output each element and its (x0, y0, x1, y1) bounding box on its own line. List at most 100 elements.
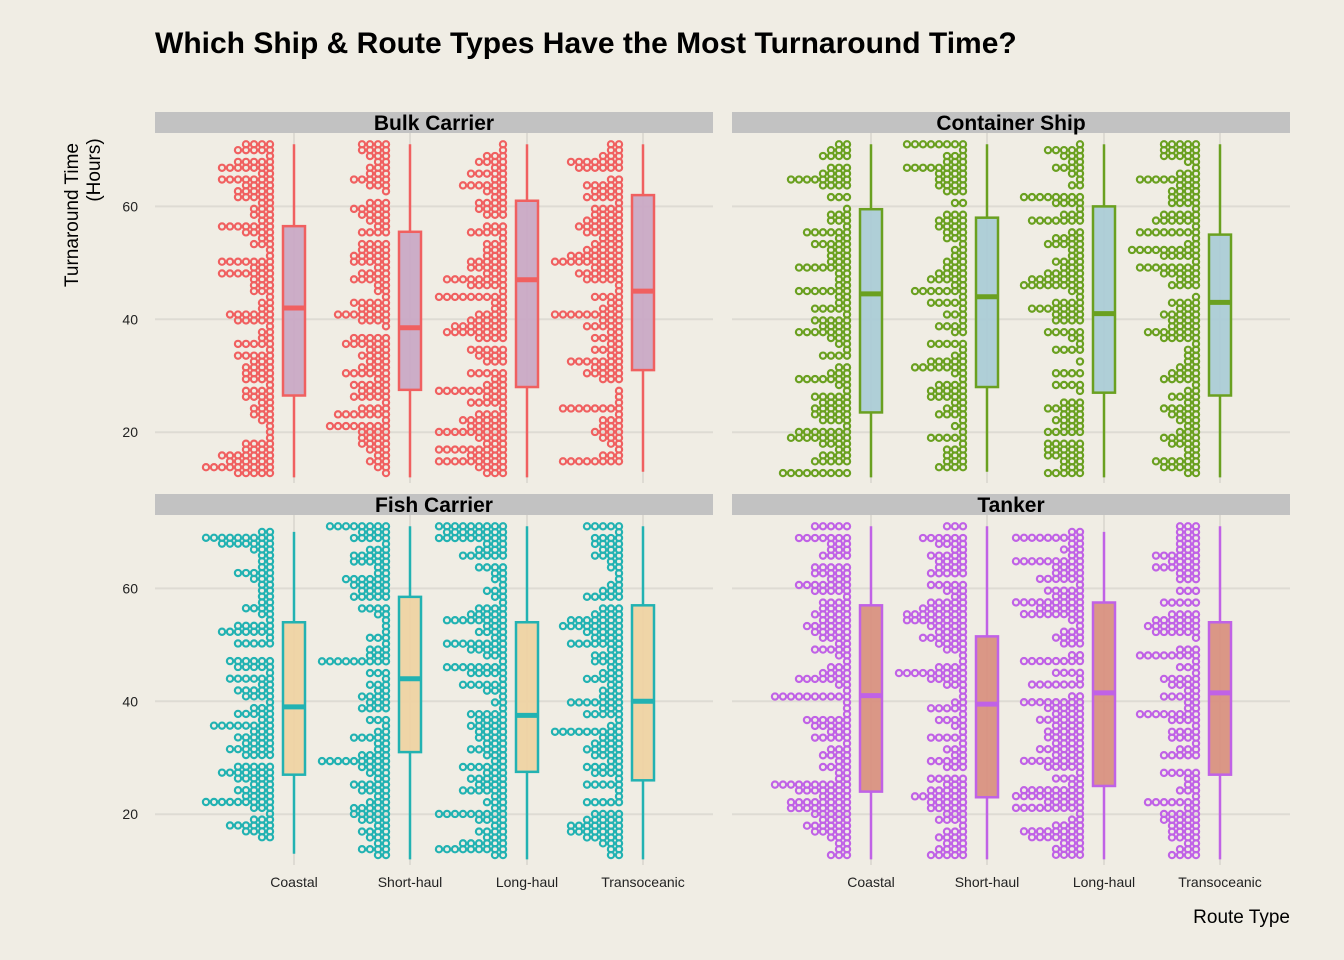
dot (434, 445, 444, 454)
x-tick-label: Coastal (270, 874, 317, 890)
dot (257, 627, 267, 636)
dot (434, 427, 444, 437)
dot (582, 592, 592, 601)
dot (241, 192, 251, 202)
dot (574, 163, 584, 172)
dot (1067, 615, 1077, 625)
dot (249, 410, 259, 419)
dot (942, 322, 952, 331)
dot (466, 774, 476, 783)
dot (926, 286, 936, 296)
dot (233, 145, 243, 155)
dot (458, 275, 468, 284)
facet-panels: Bulk Carrier 20 40 60 Container Ship Fish Car… (122, 112, 1290, 890)
dot (902, 668, 912, 678)
dot (574, 457, 584, 466)
dot (1143, 228, 1153, 237)
dot (225, 257, 235, 266)
dot (1159, 598, 1169, 607)
dot (490, 698, 500, 707)
dot (818, 327, 828, 337)
dot (778, 780, 788, 789)
dot (786, 803, 796, 813)
dot (1051, 574, 1061, 584)
dot (474, 263, 484, 272)
dot (590, 345, 600, 354)
dot (934, 322, 944, 331)
dot (233, 192, 243, 202)
dot (794, 580, 804, 590)
dot (566, 457, 576, 466)
dot (442, 386, 452, 396)
dot (241, 257, 251, 266)
dot (474, 668, 484, 678)
dot (934, 715, 944, 725)
dot (582, 745, 592, 754)
dot (442, 533, 452, 543)
dot (1067, 680, 1077, 689)
dot (241, 468, 251, 478)
dot (818, 151, 828, 161)
dot (1043, 574, 1053, 584)
dot (325, 657, 335, 666)
dot (574, 698, 584, 707)
dot (474, 181, 484, 190)
dot (233, 468, 243, 478)
dot (349, 175, 359, 184)
dot (381, 704, 391, 713)
dot (341, 574, 351, 584)
dot (950, 339, 960, 349)
dot (950, 850, 960, 860)
dot (934, 569, 944, 578)
dot (1167, 392, 1177, 401)
dot (466, 721, 476, 731)
dot (434, 292, 444, 302)
dot (225, 721, 235, 730)
dot (810, 522, 820, 531)
dot (598, 333, 608, 343)
dot (1059, 380, 1069, 390)
dot (1167, 563, 1177, 572)
dot (818, 721, 828, 731)
dot (357, 762, 367, 772)
dot (818, 181, 828, 190)
dot (1183, 786, 1193, 795)
dot (606, 563, 616, 572)
dot (918, 668, 928, 678)
dot (1059, 850, 1069, 860)
dot (1043, 404, 1053, 413)
dot (918, 163, 928, 172)
dot (1019, 656, 1029, 666)
dot (818, 522, 828, 531)
dot (1067, 427, 1077, 437)
strip-label: Bulk Carrier (374, 112, 494, 135)
dot (225, 222, 235, 231)
box (858, 604, 884, 793)
dot (1175, 651, 1185, 660)
dot (582, 275, 592, 284)
dot (1051, 198, 1061, 208)
dot (1051, 316, 1061, 325)
y-axis-title-line-1: Turnaround Time (62, 143, 83, 287)
dot (442, 427, 452, 437)
dot (1067, 198, 1077, 208)
dot (606, 192, 616, 202)
dot (818, 416, 828, 425)
dot (934, 833, 944, 842)
dot (1183, 333, 1193, 343)
dot (582, 709, 592, 719)
dot (786, 468, 796, 478)
dot (582, 357, 592, 366)
dot (606, 439, 616, 448)
dot (241, 568, 251, 578)
dot (317, 756, 327, 766)
dot (582, 627, 592, 637)
dot (442, 844, 452, 854)
dot (1059, 762, 1069, 771)
dot (550, 257, 560, 266)
dot (241, 163, 251, 172)
dot (1059, 163, 1069, 172)
dot (1059, 468, 1069, 478)
dot (1067, 639, 1077, 648)
dot (1043, 304, 1053, 313)
